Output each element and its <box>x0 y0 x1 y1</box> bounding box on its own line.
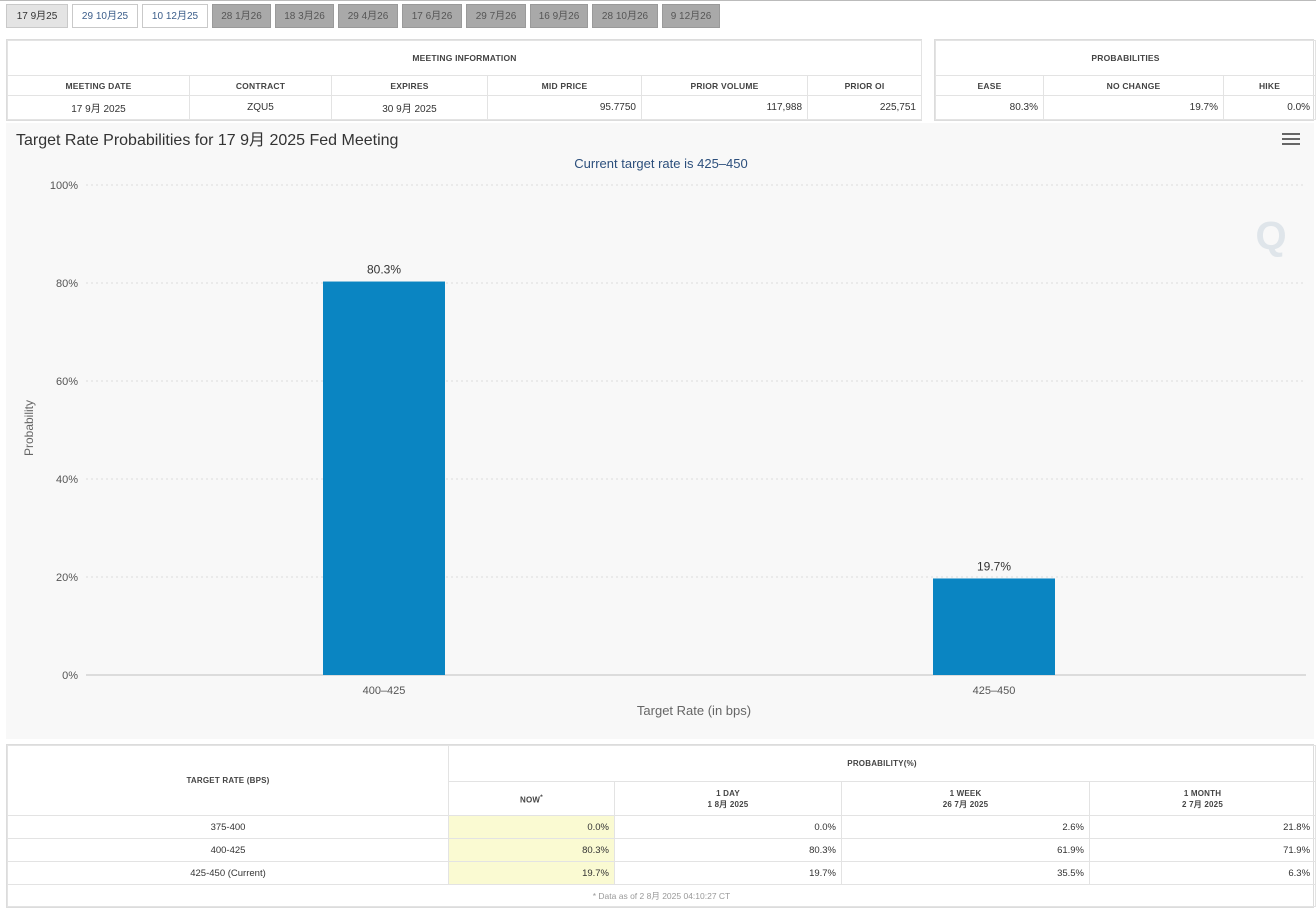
tab-28-oct-26[interactable]: 28 10月26 <box>592 4 658 28</box>
contract-value: ZQU5 <box>189 95 332 120</box>
prior-oi-value: 225,751 <box>807 95 922 120</box>
bar-data-label: 19.7% <box>977 559 1011 573</box>
meeting-date-value: 17 9月 2025 <box>7 95 190 120</box>
bar[interactable] <box>933 578 1055 675</box>
x-tick-label: 400–425 <box>363 685 406 697</box>
bar-data-label: 80.3% <box>367 263 401 277</box>
chart-bars <box>323 281 1055 675</box>
tab-10-dec-25[interactable]: 10 12月25 <box>142 4 208 28</box>
x-axis-title: Target Rate (in bps) <box>637 703 751 718</box>
one-month-value: 6.3% <box>1088 861 1316 885</box>
now-value: 80.3% <box>448 838 615 862</box>
y-tick-label: 20% <box>56 572 78 584</box>
col-ease: EASE <box>935 75 1044 96</box>
one-day-value: 19.7% <box>614 861 842 885</box>
col-meeting-date: MEETING DATE <box>7 75 190 96</box>
col-mid-price: MID PRICE <box>487 75 642 96</box>
rate-label: 375-400 <box>7 815 449 839</box>
y-tick-label: 100% <box>50 180 78 192</box>
expires-value: 30 9月 2025 <box>331 95 488 120</box>
y-axis-title: Probability <box>22 400 36 456</box>
tab-17-jun-26[interactable]: 17 6月26 <box>402 4 462 28</box>
one-month-value: 71.9% <box>1088 838 1316 862</box>
rate-label: 400-425 <box>7 838 449 862</box>
one-day-value: 80.3% <box>614 838 842 862</box>
col-1-week: 1 WEEK 26 7月 2025 <box>841 781 1090 816</box>
bar[interactable] <box>323 281 445 675</box>
y-tick-label: 40% <box>56 474 78 486</box>
tab-18-mar-26[interactable]: 18 3月26 <box>275 4 334 28</box>
one-week-value: 61.9% <box>841 838 1090 862</box>
meeting-info-header: MEETING INFORMATION <box>7 40 922 76</box>
watermark-logo: Q <box>1255 214 1286 258</box>
col-prior-oi: PRIOR OI <box>807 75 922 96</box>
chart-subtitle: Current target rate is 425–450 <box>574 156 747 171</box>
rate-probability-table: TARGET RATE (BPS) PROBABILITY(%) NOW* 1 … <box>6 744 1316 908</box>
ease-value: 80.3% <box>935 95 1044 120</box>
table-row: 400-425 80.3% 80.3% 61.9% 71.9% <box>7 838 1316 862</box>
y-tick-label: 80% <box>56 278 78 290</box>
y-tick-label: 0% <box>62 670 78 682</box>
tab-9-dec-26[interactable]: 9 12月26 <box>662 4 720 28</box>
chart-title: Target Rate Probabilities for 17 9月 2025… <box>16 132 398 149</box>
one-week-value: 35.5% <box>841 861 1090 885</box>
data-timestamp-footnote: * Data as of 2 8月 2025 04:10:27 CT <box>6 884 1316 907</box>
tab-16-sep-26[interactable]: 16 9月26 <box>530 4 588 28</box>
now-value: 0.0% <box>448 815 615 839</box>
table-row: 425-450 (Current) 19.7% 19.7% 35.5% 6.3% <box>7 861 1316 885</box>
bar-data-labels: 80.3% 19.7% <box>367 263 1011 574</box>
one-month-value: 21.8% <box>1088 815 1316 839</box>
mid-price-value: 95.7750 <box>487 95 642 120</box>
target-rate-header: TARGET RATE (BPS) <box>7 745 449 816</box>
chart-svg: Target Rate Probabilities for 17 9月 2025… <box>16 132 1306 718</box>
one-week-value: 2.6% <box>841 815 1090 839</box>
col-prior-volume: PRIOR VOLUME <box>641 75 808 96</box>
hike-value: 0.0% <box>1222 95 1316 120</box>
col-expires: EXPIRES <box>331 75 488 96</box>
svg-text:Q: Q <box>1255 214 1286 258</box>
meeting-information-panel: MEETING INFORMATION MEETING DATE CONTRAC… <box>6 39 922 121</box>
prior-volume-value: 117,988 <box>641 95 808 120</box>
no-change-value: 19.7% <box>1043 95 1224 120</box>
tab-29-jul-26[interactable]: 29 7月26 <box>466 4 526 28</box>
probability-header: PROBABILITY(%) <box>447 745 1316 782</box>
one-day-value: 0.0% <box>614 815 842 839</box>
rate-label: 425-450 (Current) <box>7 861 449 885</box>
meeting-tabs: 17 9月25 29 10月25 10 12月25 28 1月26 18 3月2… <box>0 0 1316 32</box>
target-rate-chart: Target Rate Probabilities for 17 9月 2025… <box>6 123 1314 739</box>
tab-17-sep-25[interactable]: 17 9月25 <box>6 4 68 28</box>
col-no-change: NO CHANGE <box>1043 75 1224 96</box>
x-tick-label: 425–450 <box>973 685 1016 697</box>
col-now: NOW* <box>448 781 615 816</box>
tab-29-apr-26[interactable]: 29 4月26 <box>338 4 398 28</box>
col-1-day: 1 DAY 1 8月 2025 <box>614 781 842 816</box>
table-row: 375-400 0.0% 0.0% 2.6% 21.8% <box>7 815 1316 839</box>
y-tick-label: 60% <box>56 376 78 388</box>
col-contract: CONTRACT <box>189 75 332 96</box>
now-value: 19.7% <box>448 861 615 885</box>
probabilities-header: PROBABILITIES <box>934 40 1316 76</box>
tab-29-oct-25[interactable]: 29 10月25 <box>72 4 138 28</box>
x-axis-ticks: 400–425 425–450 <box>363 685 1016 697</box>
col-hike: HIKE <box>1222 75 1316 96</box>
col-1-month: 1 MONTH 2 7月 2025 <box>1088 781 1316 816</box>
chart-grid <box>86 184 1306 676</box>
chart-menu-icon[interactable] <box>1282 133 1300 147</box>
probabilities-panel: PROBABILITIES EASE NO CHANGE HIKE 80.3% … <box>934 39 1316 121</box>
y-axis-ticks: 0% 20% 40% 60% 80% 100% <box>50 180 78 682</box>
tab-28-jan-26[interactable]: 28 1月26 <box>212 4 271 28</box>
